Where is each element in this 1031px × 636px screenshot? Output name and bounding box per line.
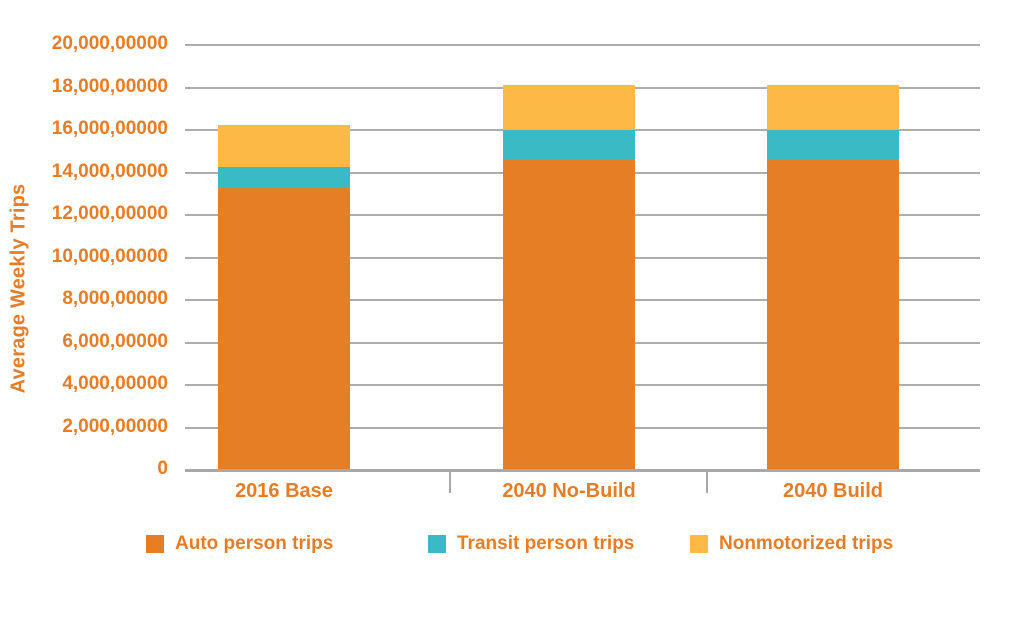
ytick-label: 6,000,00000 <box>62 330 168 352</box>
ytick-label: 0 <box>157 458 168 479</box>
x-axis-line <box>185 469 980 472</box>
bar-segment-nonmotorized-trips <box>218 124 350 168</box>
bar-segment-auto-person-trips <box>503 159 635 470</box>
ytick-label: 10,000,00000 <box>51 245 168 267</box>
legend-label: Auto person trips <box>175 533 334 554</box>
plot-area <box>185 44 980 493</box>
x-axis-separator-tick <box>449 470 451 493</box>
bar-segment-nonmotorized-trips <box>767 85 899 130</box>
ytick-label: 2,000,00000 <box>62 415 168 437</box>
bar-segment-auto-person-trips <box>218 188 350 470</box>
legend-swatch-icon <box>428 535 446 553</box>
stacked-bar-2040-build <box>767 45 899 470</box>
x-axis-separator-tick <box>706 470 708 493</box>
stacked-bar-2016-base <box>218 45 350 470</box>
ytick-label: 14,000,00000 <box>51 160 168 182</box>
ytick-label: 8,000,00000 <box>62 288 168 309</box>
legend-label: Nonmotorized trips <box>719 533 894 554</box>
stacked-bar-2040-no-build <box>503 45 635 470</box>
xtick-label-2040-build: 2040 Build <box>782 480 884 502</box>
ytick-label: 4,000,00000 <box>62 373 168 394</box>
bar-segment-transit-person-trips <box>503 130 635 160</box>
gridline <box>185 44 980 46</box>
ytick-label: 16,000,00000 <box>51 118 168 139</box>
xtick-label-2016-base: 2016 Base <box>235 480 333 502</box>
ytick-label: 12,000,00000 <box>51 203 168 224</box>
legend-item-nonmotorized-trips: Nonmotorized trips <box>690 533 893 555</box>
xtick-label-2040-no-build: 2040 No-Build <box>502 480 636 502</box>
legend: Auto person trips Transit person trips Non… <box>0 533 1031 555</box>
bar-segment-nonmotorized-trips <box>503 85 635 130</box>
bar-segment-transit-person-trips <box>767 130 899 160</box>
ytick-label: 18,000,00000 <box>51 75 168 97</box>
legend-swatch-icon <box>690 535 708 553</box>
legend-label: Transit person trips <box>457 533 635 554</box>
bar-segment-auto-person-trips <box>767 159 899 470</box>
legend-swatch-icon <box>146 535 164 553</box>
legend-item-transit-person-trips: Transit person trips <box>428 533 634 555</box>
legend-item-auto-person-trips: Auto person trips <box>146 533 333 555</box>
ytick-label: 20,000,00000 <box>51 33 168 54</box>
bar-segment-transit-person-trips <box>218 167 350 189</box>
